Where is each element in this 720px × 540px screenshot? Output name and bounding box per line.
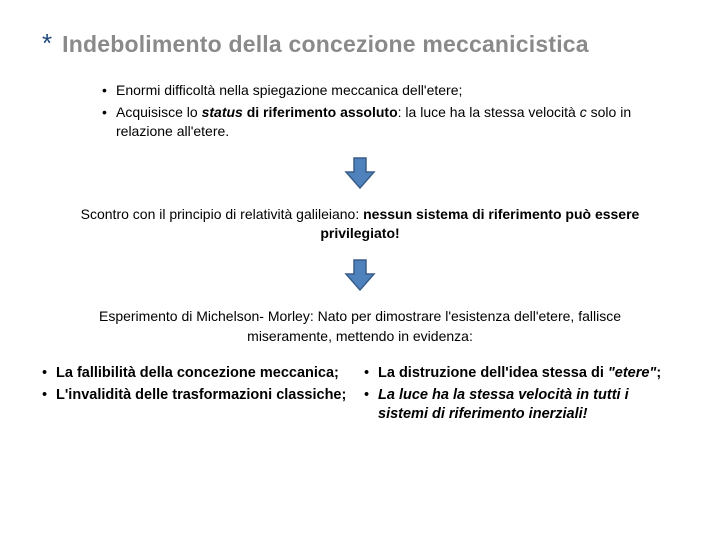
right-col-item: La distruzione dell'idea stessa di "eter…: [364, 364, 678, 384]
two-column-row: La fallibilità della concezione meccanic…: [42, 364, 678, 427]
mid-paragraph: Scontro con il principio di relatività g…: [42, 205, 678, 244]
top-bullet-item: Acquisisce lo status di riferimento asso…: [102, 103, 658, 142]
title-asterisk: *: [42, 28, 52, 59]
page-title: Indebolimento della concezione meccanici…: [62, 31, 589, 58]
left-col-item: La fallibilità della concezione meccanic…: [42, 364, 356, 384]
down-arrow-icon: [342, 156, 378, 190]
right-col-item: La luce ha la stessa velocità in tutti i…: [364, 386, 678, 425]
experiment-paragraph: Esperimento di Michelson- Morley: Nato p…: [42, 307, 678, 346]
left-col-item: L'invalidità delle trasformazioni classi…: [42, 386, 356, 406]
down-arrow-icon: [342, 258, 378, 292]
top-bullet-list: Enormi difficoltà nella spiegazione mecc…: [102, 81, 658, 142]
top-bullet-item: Enormi difficoltà nella spiegazione mecc…: [102, 81, 658, 101]
right-column: La distruzione dell'idea stessa di "eter…: [364, 364, 678, 427]
arrow-1-wrap: [42, 156, 678, 195]
arrow-2-wrap: [42, 258, 678, 297]
title-row: * Indebolimento della concezione meccani…: [42, 28, 678, 59]
left-column: La fallibilità della concezione meccanic…: [42, 364, 356, 427]
